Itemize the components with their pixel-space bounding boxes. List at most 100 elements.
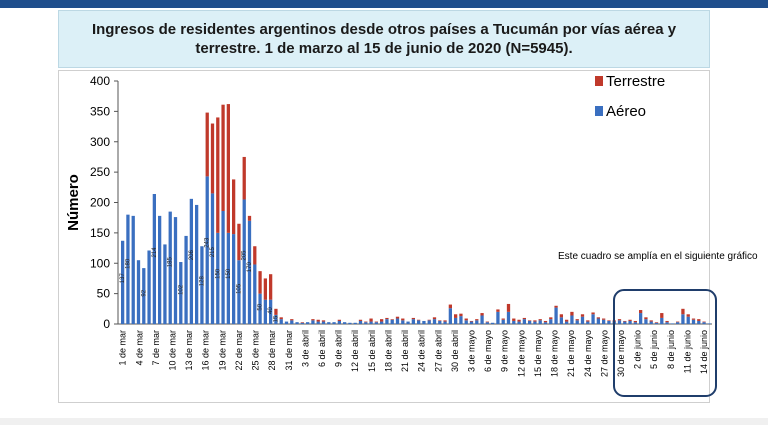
bar-aereo [358, 320, 363, 324]
bar-terrestre [395, 316, 400, 319]
x-category-label: 25 de mar [251, 330, 261, 371]
x-category-label: 11 de junio [682, 330, 692, 373]
data-label: 150 [226, 268, 232, 279]
bar-aereo [321, 321, 326, 324]
x-category-label: 21 de abril [400, 330, 410, 372]
bar-terrestre [205, 112, 209, 177]
bar-terrestre [528, 320, 532, 321]
bar-terrestre [401, 318, 405, 321]
bar-terrestre [480, 313, 484, 316]
bar-terrestre [681, 308, 685, 315]
bar-aereo [702, 322, 706, 324]
bar-terrestre [464, 318, 468, 321]
bar-terrestre [459, 313, 463, 317]
bar-aereo [665, 322, 669, 324]
bar-terrestre [432, 317, 437, 320]
bar-aereo [226, 232, 230, 325]
x-category-label: 14 de junio [699, 330, 709, 374]
data-label: 15 [273, 315, 279, 322]
bar-terrestre [549, 317, 553, 320]
bar-terrestre [358, 319, 363, 321]
bar-terrestre [438, 320, 442, 321]
data-label: 215 [210, 246, 216, 257]
bar-aereo [284, 321, 289, 324]
bar-terrestre [316, 319, 320, 322]
bar-aereo [691, 319, 696, 324]
bar-aereo [269, 299, 273, 324]
bar-aereo [538, 320, 542, 324]
bar-terrestre [501, 318, 505, 320]
bar-aereo [221, 211, 225, 324]
bar-terrestre [485, 321, 489, 323]
data-label: 50 [258, 303, 264, 310]
bar-terrestre [591, 312, 595, 315]
bar-aereo [195, 204, 199, 324]
bar-aereo [142, 268, 146, 324]
bar-aereo [491, 322, 495, 324]
bar-aereo [533, 321, 537, 324]
bar-terrestre [570, 311, 574, 316]
bar-aereo [390, 319, 394, 324]
y-tick-label: 250 [90, 165, 110, 179]
bar-aereo [348, 322, 352, 324]
bottom-bar [0, 418, 768, 425]
bar-terrestre [628, 319, 632, 321]
x-category-label: 9 de abril [334, 330, 344, 367]
bar-terrestre [311, 319, 315, 321]
bar-terrestre [522, 317, 526, 320]
x-category-label: 19 de mar [217, 330, 227, 371]
legend-label-aereo: Aéreo [606, 103, 646, 120]
y-axis-title: Número [65, 174, 82, 231]
chart-frame [58, 70, 710, 403]
bar-aereo [147, 250, 151, 324]
bar-terrestre [697, 319, 701, 321]
bar-aereo [422, 320, 426, 324]
data-label: 105 [236, 283, 242, 294]
legend-swatch-terrestre [595, 76, 603, 86]
x-category-label: 12 de abril [350, 330, 360, 372]
data-label: 92 [141, 289, 147, 296]
bar-aereo [395, 318, 400, 324]
x-category-label: 27 de abril [433, 330, 443, 372]
bar-aereo [501, 319, 505, 324]
bar-aereo [417, 320, 421, 324]
bar-aereo [237, 260, 241, 324]
bar-terrestre [226, 104, 230, 233]
bar-aereo [506, 311, 511, 324]
bar-aereo [173, 217, 178, 324]
bar-terrestre [602, 318, 606, 320]
bar-aereo [247, 220, 252, 324]
bar-terrestre [374, 321, 378, 323]
bar-terrestre [221, 104, 225, 211]
bar-aereo [279, 319, 283, 324]
bar-aereo [306, 322, 310, 324]
data-label: 102 [178, 284, 184, 295]
bar-terrestre [242, 156, 246, 200]
bar-terrestre [369, 318, 373, 322]
bar-aereo [311, 320, 315, 324]
bar-aereo [454, 317, 458, 324]
bar-aereo [480, 315, 484, 324]
x-category-label: 12 de mayo [516, 330, 526, 377]
bar-aereo [549, 319, 553, 324]
bar-terrestre [580, 314, 585, 317]
x-category-label: 28 de mar [267, 330, 277, 371]
bar-aereo [274, 314, 278, 324]
bar-terrestre [411, 317, 415, 320]
x-category-label: 30 de mayo [616, 330, 626, 377]
bar-aereo [438, 320, 442, 324]
bar-terrestre [210, 123, 215, 194]
bar-aereo [633, 322, 637, 324]
bar-terrestre [512, 318, 516, 321]
bar-aereo [565, 321, 569, 324]
bar-terrestre [644, 317, 648, 320]
bar-aereo [152, 194, 156, 324]
bar-terrestre [390, 319, 394, 320]
bar-aereo [263, 299, 267, 324]
bar-aereo [517, 321, 521, 324]
bar-terrestre [660, 313, 664, 318]
bar-aereo [364, 322, 368, 324]
x-category-label: 5 de junio [649, 330, 659, 369]
bar-aereo [575, 320, 579, 324]
bar-aereo [644, 319, 648, 324]
